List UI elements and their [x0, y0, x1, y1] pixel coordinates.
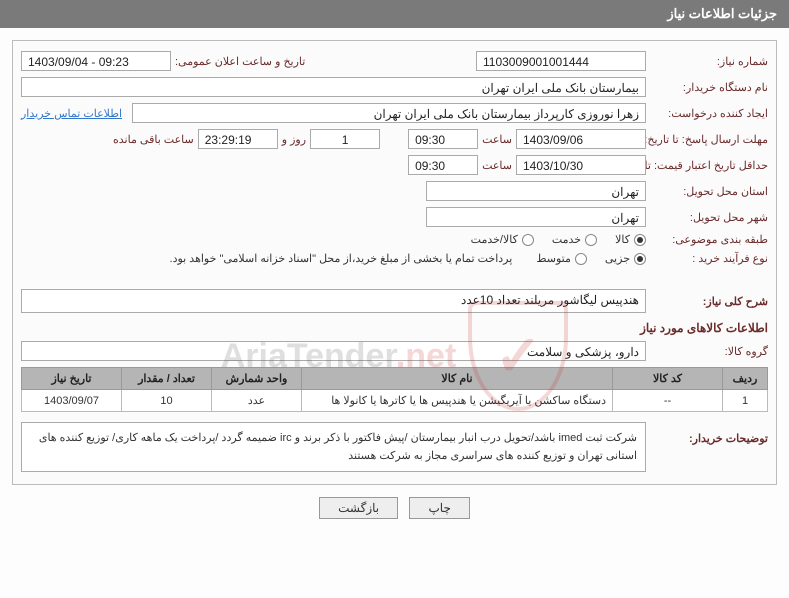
cell-item-code: -- — [613, 390, 723, 412]
label-delivery-province: استان محل تحویل: — [650, 185, 768, 198]
radio-dot-icon — [634, 234, 646, 246]
label-requester: ایجاد کننده درخواست: — [650, 107, 768, 120]
radio-group-subject-class: کالا خدمت کالا/خدمت — [471, 233, 646, 246]
label-goods-group: گروه کالا: — [650, 345, 768, 358]
radio-subject-kala[interactable]: کالا — [615, 233, 646, 246]
label-subject-class: طبقه بندی موضوعی: — [650, 233, 768, 246]
label-buyer-notes: توضیحات خریدار: — [650, 422, 768, 445]
radio-group-purchase-process: جزیی متوسط — [536, 252, 646, 265]
cell-qty: 10 — [122, 390, 212, 412]
label-hour-1: ساعت — [482, 133, 512, 146]
field-need-no: 1103009001001444 — [476, 51, 646, 71]
field-countdown: 23:29:19 — [198, 129, 278, 149]
label-need-no: شماره نیاز: — [650, 55, 768, 68]
field-response-hour: 09:30 — [408, 129, 478, 149]
label-announce-datetime: تاریخ و ساعت اعلان عمومی: — [175, 55, 305, 68]
radio-dot-icon — [634, 253, 646, 265]
col-need-date: تاریخ نیاز — [22, 368, 122, 390]
radio-subject-both[interactable]: کالا/خدمت — [471, 233, 534, 246]
link-buyer-contact[interactable]: اطلاعات تماس خریدار — [21, 107, 122, 120]
cell-item-name: دستگاه ساکشن یا آیریگیشن یا هندپیس ها یا… — [302, 390, 613, 412]
button-row: چاپ بازگشت — [0, 497, 789, 519]
field-response-date: 1403/09/06 — [516, 129, 646, 149]
radio-process-motavaset[interactable]: متوسط — [536, 252, 587, 265]
col-row-no: ردیف — [723, 368, 768, 390]
label-purchase-process: نوع فرآیند خرید : — [650, 252, 768, 265]
process-note: پرداخت تمام یا بخشی از مبلغ خرید،از محل … — [170, 252, 513, 265]
section-goods-title: اطلاعات کالاهای مورد نیاز — [21, 321, 768, 335]
field-delivery-city: تهران — [426, 207, 646, 227]
print-button[interactable]: چاپ — [409, 497, 469, 519]
field-price-validity-hour: 09:30 — [408, 155, 478, 175]
field-need-summary: هندپیس لیگاشور مریلند تعداد 10عدد — [21, 289, 646, 313]
field-days-remaining: 1 — [310, 129, 380, 149]
col-qty: تعداد / مقدار — [122, 368, 212, 390]
label-response-deadline: مهلت ارسال پاسخ: تا تاریخ: — [650, 133, 768, 146]
col-item-name: نام کالا — [302, 368, 613, 390]
goods-table: ردیف کد کالا نام کالا واحد شمارش تعداد /… — [21, 367, 768, 412]
radio-subject-khedmat[interactable]: خدمت — [552, 233, 597, 246]
table-header-row: ردیف کد کالا نام کالا واحد شمارش تعداد /… — [22, 368, 768, 390]
radio-process-jozi[interactable]: جزیی — [605, 252, 646, 265]
cell-row-no: 1 — [723, 390, 768, 412]
cell-need-date: 1403/09/07 — [22, 390, 122, 412]
table-row: 1 -- دستگاه ساکشن یا آیریگیشن یا هندپیس … — [22, 390, 768, 412]
main-frame: AriaTender.net شماره نیاز: 1103009001001… — [12, 40, 777, 485]
page-header: جزئیات اطلاعات نیاز — [0, 0, 789, 28]
col-item-code: کد کالا — [613, 368, 723, 390]
col-unit: واحد شمارش — [212, 368, 302, 390]
field-requester: زهرا نوروزی کارپرداز بیمارستان بانک ملی … — [132, 103, 646, 123]
label-hour-2: ساعت — [482, 159, 512, 172]
cell-unit: عدد — [212, 390, 302, 412]
field-announce-datetime: 1403/09/04 - 09:23 — [21, 51, 171, 71]
field-goods-group: دارو، پزشکی و سلامت — [21, 341, 646, 361]
radio-dot-icon — [575, 253, 587, 265]
label-hours-remaining: ساعت باقی مانده — [113, 133, 194, 146]
radio-dot-icon — [522, 234, 534, 246]
radio-dot-icon — [585, 234, 597, 246]
label-price-validity: حداقل تاریخ اعتبار قیمت: تا تاریخ: — [650, 159, 768, 172]
label-day-and: روز و — [282, 133, 306, 146]
label-need-summary: شرح کلی نیاز: — [650, 295, 768, 308]
label-buyer-org: نام دستگاه خریدار: — [650, 81, 768, 94]
field-delivery-province: تهران — [426, 181, 646, 201]
page-title: جزئیات اطلاعات نیاز — [667, 6, 777, 21]
field-buyer-notes: شرکت ثبت imed باشد/تحویل درب انبار بیمار… — [21, 422, 646, 472]
label-delivery-city: شهر محل تحویل: — [650, 211, 768, 224]
field-buyer-org: بیمارستان بانک ملی ایران تهران — [21, 77, 646, 97]
field-price-validity-date: 1403/10/30 — [516, 155, 646, 175]
back-button[interactable]: بازگشت — [319, 497, 398, 519]
